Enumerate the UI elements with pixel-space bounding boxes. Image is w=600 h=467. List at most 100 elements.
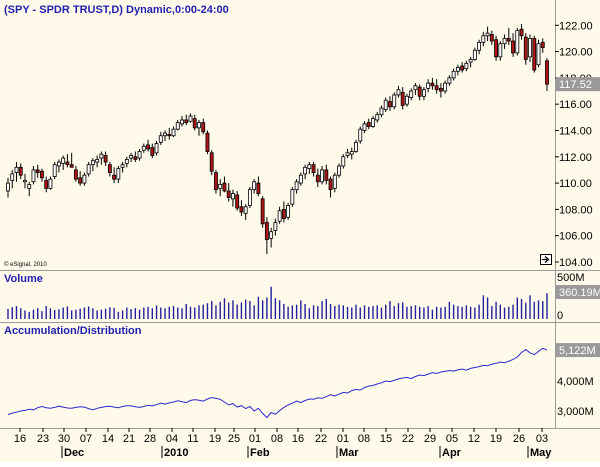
volume-pane[interactable]	[0, 271, 555, 322]
candle-body	[294, 181, 299, 191]
candle-body	[146, 144, 150, 150]
candle-body	[375, 114, 380, 121]
candle-body	[247, 189, 252, 206]
candle	[146, 139, 150, 152]
candle	[40, 168, 44, 182]
candle-body	[23, 180, 27, 183]
date-tick-label: 29	[424, 433, 436, 445]
candle-body	[35, 169, 40, 173]
candle	[188, 113, 193, 123]
candle-body	[545, 60, 549, 85]
ad-last-badge: 5,122M	[556, 343, 600, 358]
candle	[366, 118, 371, 130]
candle-body	[184, 119, 189, 123]
month-label: Feb	[250, 447, 270, 459]
candle-body	[107, 164, 112, 173]
candle	[264, 217, 269, 255]
candle	[175, 119, 180, 131]
candle-body	[405, 95, 409, 105]
candle	[434, 79, 439, 94]
candle-body	[95, 159, 100, 163]
price-last-badge-text: 117.52	[559, 79, 592, 91]
candle-body	[243, 206, 248, 214]
candle-body	[417, 86, 422, 97]
ad-last-badge-text: 5,122M	[559, 345, 596, 357]
candle-body	[158, 135, 163, 143]
date-tick-label: 12	[468, 433, 480, 445]
scroll-arrow-icon[interactable]	[540, 254, 552, 265]
chart-title: (SPY - SPDR TRUST,D) Dynamic,0:00-24:00	[4, 4, 229, 16]
candle	[103, 151, 108, 166]
date-tick-label: 23	[37, 433, 49, 445]
candle-body	[137, 151, 142, 159]
candle-body	[400, 91, 405, 106]
candle	[107, 162, 112, 177]
candle	[73, 165, 78, 182]
candle-body	[494, 39, 498, 58]
candle	[180, 116, 184, 127]
candle	[31, 165, 36, 185]
candle-body	[290, 189, 295, 205]
candle-body	[48, 178, 53, 189]
candle	[294, 179, 299, 194]
candle-body	[103, 155, 108, 163]
candle	[116, 165, 121, 184]
candle-body	[167, 134, 172, 137]
candle	[388, 96, 392, 111]
candle	[383, 97, 388, 113]
candle-body	[209, 152, 214, 172]
candle	[273, 218, 278, 236]
candle-body	[65, 161, 70, 166]
candle	[379, 105, 384, 118]
price-tick-label: 114.00	[559, 125, 592, 137]
candle-body	[133, 156, 138, 160]
candle	[226, 183, 231, 202]
candle-body	[358, 128, 363, 142]
candle	[239, 200, 244, 216]
candle-body	[52, 164, 57, 177]
candle-body	[260, 198, 265, 225]
price-pane[interactable]	[0, 0, 555, 270]
candle	[256, 176, 261, 197]
candle	[328, 176, 333, 198]
candle	[69, 152, 74, 168]
date-tick-label: 03	[536, 433, 548, 445]
candle-body	[14, 166, 19, 173]
price-tick-label: 106.00	[559, 231, 593, 243]
candle-body	[455, 66, 460, 72]
candle-body	[320, 169, 324, 183]
price-tick-label: 108.00	[559, 204, 593, 216]
candle-body	[40, 170, 44, 179]
candle	[112, 167, 117, 184]
candle-body	[298, 174, 303, 184]
candle-body	[396, 89, 401, 96]
date-tick-label: 21	[123, 433, 135, 445]
candle	[320, 165, 324, 185]
candle	[468, 56, 473, 68]
ad-pane-label: Accumulation/Distribution	[4, 325, 142, 337]
candle-body	[303, 166, 308, 175]
date-tick-label: 05	[446, 433, 458, 445]
candle	[90, 158, 95, 172]
candle-body	[269, 231, 274, 239]
ad-pane[interactable]	[0, 323, 555, 428]
candle	[417, 84, 422, 101]
candle-body	[44, 180, 49, 189]
candle	[481, 31, 486, 47]
candle	[392, 92, 397, 110]
candle	[252, 179, 257, 194]
ad-line-layer	[7, 347, 548, 419]
candle	[303, 164, 308, 180]
candle	[137, 148, 142, 161]
candle	[201, 118, 206, 135]
candle-body	[163, 132, 167, 137]
month-label: Mar	[339, 447, 359, 459]
candle	[48, 176, 53, 190]
candle	[532, 35, 537, 73]
candle-body	[430, 82, 435, 87]
candle	[494, 35, 498, 61]
candle-body	[82, 174, 87, 184]
date-tick-label: 07	[80, 433, 92, 445]
volume-last-badge-bg	[556, 285, 600, 299]
